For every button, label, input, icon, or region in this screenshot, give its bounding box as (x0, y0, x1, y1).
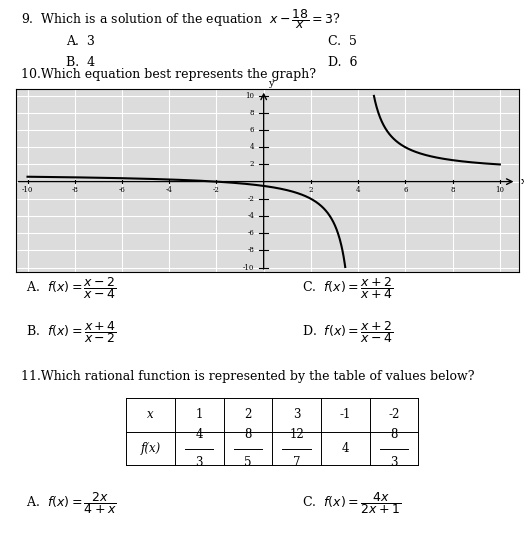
Text: A.  $f(x)=\dfrac{2x}{4+x}$: A. $f(x)=\dfrac{2x}{4+x}$ (26, 490, 116, 516)
Text: -2: -2 (213, 186, 220, 194)
Text: -6: -6 (247, 229, 254, 237)
Text: 3: 3 (293, 408, 300, 421)
Text: x: x (521, 177, 524, 186)
Text: 6: 6 (403, 186, 408, 194)
Text: C.  $f(x)=\dfrac{4x}{2x+1}$: C. $f(x)=\dfrac{4x}{2x+1}$ (302, 490, 401, 516)
Text: -2: -2 (247, 195, 254, 203)
Text: C.  5: C. 5 (328, 35, 356, 48)
Text: A.  3: A. 3 (66, 35, 95, 48)
Text: -4: -4 (247, 212, 254, 220)
Text: 11.Which rational function is represented by the table of values below?: 11.Which rational function is represente… (21, 369, 474, 383)
Text: 8: 8 (250, 109, 254, 117)
Text: A.  $f(x)=\dfrac{x-2}{x-4}$: A. $f(x)=\dfrac{x-2}{x-4}$ (26, 274, 116, 300)
Text: -1: -1 (340, 408, 351, 421)
Text: 9.  Which is a solution of the equation  $x-\dfrac{18}{x}=3$?: 9. Which is a solution of the equation $… (21, 7, 341, 31)
Text: 4: 4 (342, 442, 349, 455)
Text: 4: 4 (250, 143, 254, 152)
Text: -10: -10 (22, 186, 33, 194)
Text: 7: 7 (293, 456, 300, 469)
Text: 8: 8 (451, 186, 455, 194)
Text: f(x): f(x) (140, 442, 161, 455)
Text: 4: 4 (195, 428, 203, 441)
Text: 5: 5 (244, 456, 252, 469)
Text: 2: 2 (244, 408, 252, 421)
Text: 12: 12 (289, 428, 304, 441)
Text: y: y (268, 79, 274, 88)
Text: B.  4: B. 4 (66, 56, 95, 69)
Text: x: x (147, 408, 154, 421)
Text: 4: 4 (356, 186, 361, 194)
Text: 2: 2 (250, 160, 254, 169)
Text: -4: -4 (166, 186, 173, 194)
Text: -8: -8 (247, 247, 254, 254)
Text: 3: 3 (195, 456, 203, 469)
Text: 8: 8 (244, 428, 252, 441)
Text: -8: -8 (71, 186, 78, 194)
Text: 6: 6 (250, 126, 254, 134)
Text: 10: 10 (245, 92, 254, 100)
Text: 10.Which equation best represents the graph?: 10.Which equation best represents the gr… (21, 69, 316, 81)
Text: 2: 2 (309, 186, 313, 194)
Text: C.  $f(x)=\dfrac{x+2}{x+4}$: C. $f(x)=\dfrac{x+2}{x+4}$ (302, 274, 394, 300)
Text: 10: 10 (495, 186, 505, 194)
Text: -2: -2 (388, 408, 399, 421)
Text: -6: -6 (118, 186, 125, 194)
Text: 8: 8 (390, 428, 398, 441)
Text: D.  $f(x)=\dfrac{x+2}{x-4}$: D. $f(x)=\dfrac{x+2}{x-4}$ (302, 319, 394, 345)
Text: -10: -10 (243, 264, 254, 272)
Text: D.  6: D. 6 (328, 56, 357, 69)
Text: 3: 3 (390, 456, 398, 469)
Text: B.  $f(x)=\dfrac{x+4}{x-2}$: B. $f(x)=\dfrac{x+4}{x-2}$ (26, 319, 116, 345)
Text: 1: 1 (195, 408, 203, 421)
